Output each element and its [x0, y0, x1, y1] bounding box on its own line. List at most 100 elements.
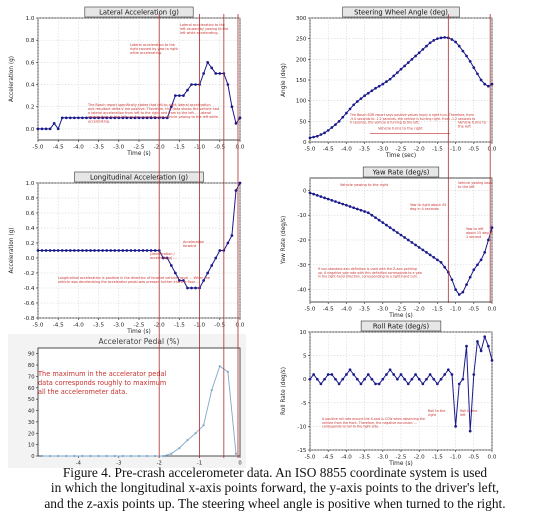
x-tick-label: -5.0: [305, 455, 316, 461]
y-tick-label: 0: [31, 454, 34, 460]
data-point: [129, 116, 133, 120]
chart-longitudinal: -5.0-4.5-4.0-3.5-3.0-2.5-2.0-1.5-1.0-0.5…: [9, 171, 245, 335]
data-point: [52, 249, 56, 252]
y-tick-label: 0.0: [26, 127, 35, 133]
data-point: [450, 278, 454, 282]
caption-line-3: and the z-axis points up. The steering w…: [44, 495, 506, 511]
y-tick-label: 50: [299, 119, 307, 125]
data-point: [60, 116, 64, 120]
data-point: [446, 368, 450, 372]
data-point: [432, 377, 436, 381]
x-tick-label: -4.5: [53, 323, 64, 329]
data-point: [319, 382, 323, 386]
data-point: [97, 454, 100, 458]
y-tick-label: 0.0: [26, 256, 35, 262]
data-point: [341, 202, 345, 206]
data-point: [202, 72, 205, 75]
data-point: [436, 258, 439, 262]
x-tick-label: -1.0: [450, 455, 461, 461]
x-tick-label: -1: [197, 461, 202, 467]
data-point: [117, 116, 121, 120]
x-tick-label: -4.0: [73, 323, 84, 329]
data-point: [355, 207, 359, 211]
annotation-pedal-line: data corresponds roughly to maximum: [38, 379, 166, 387]
data-point: [105, 116, 109, 120]
data-point: [49, 454, 52, 458]
x-tick-label: -2.0: [414, 455, 425, 461]
y-tick-label: 300: [296, 16, 307, 22]
data-point: [65, 454, 68, 458]
x-tick-label: -1.0: [450, 307, 461, 313]
x-tick-label: -2.5: [396, 307, 407, 313]
data-point: [385, 80, 388, 84]
data-point: [337, 201, 341, 205]
data-point: [450, 373, 454, 376]
data-point: [443, 36, 447, 39]
y-tick-label: -20: [297, 238, 307, 244]
data-point: [330, 373, 334, 376]
x-tick-label: -3.0: [377, 455, 388, 461]
data-point: [125, 249, 129, 252]
data-point: [169, 264, 173, 267]
data-point: [60, 249, 64, 252]
x-tick-label: -1.0: [450, 147, 461, 153]
data-point: [40, 454, 44, 458]
data-point: [374, 382, 377, 386]
data-point: [117, 249, 121, 252]
annotation-roll-left: Roll to the left: [460, 409, 477, 417]
data-point: [472, 268, 476, 272]
x-tick-label: -4.0: [341, 455, 352, 461]
data-point: [487, 344, 490, 348]
data-point: [479, 78, 483, 82]
data-point: [414, 243, 417, 247]
data-point: [388, 368, 392, 372]
y-tick-label: 0.4: [26, 226, 35, 232]
data-point: [186, 88, 189, 92]
data-point: [326, 197, 330, 201]
data-point: [226, 241, 230, 245]
data-point: [194, 83, 197, 86]
data-point: [226, 370, 229, 373]
data-point: [137, 249, 141, 252]
annotation-longitudinal-accel: Acceleration forward: [183, 240, 204, 248]
data-point: [218, 249, 222, 252]
x-tick-label: -2.0: [414, 147, 425, 153]
data-point: [194, 432, 197, 435]
x-tick-label: -0.5: [214, 323, 225, 329]
y-tick-label: 0.2: [26, 105, 35, 111]
y-tick-label: 0.6: [26, 211, 35, 217]
x-axis-label: Time (s): [388, 313, 413, 319]
x-tick-label: 0.0: [236, 323, 245, 329]
data-point: [77, 116, 80, 120]
data-point: [410, 57, 414, 61]
data-point: [345, 373, 348, 376]
data-point: [396, 231, 399, 234]
y-tick-label: -30: [297, 263, 307, 269]
data-point: [370, 213, 374, 217]
data-point: [457, 44, 461, 48]
data-point: [417, 246, 421, 249]
data-point: [457, 382, 461, 386]
data-point: [186, 286, 189, 290]
data-point: [439, 36, 443, 40]
x-tick-label: -5.0: [33, 323, 44, 329]
data-point: [403, 377, 406, 381]
y-tick-label: 0: [303, 377, 307, 383]
x-tick-label: -4.5: [323, 455, 334, 461]
caption-line-2: in which the longitudinal x-axis points …: [50, 480, 500, 496]
y-tick-label: 0.4: [26, 83, 35, 89]
data-point: [323, 131, 326, 135]
data-point: [334, 200, 337, 203]
chart-title: Roll Rate (deg/s): [373, 322, 430, 330]
data-point: [472, 373, 476, 376]
data-point: [153, 116, 157, 120]
x-tick-label: -2.5: [396, 147, 407, 153]
data-point: [234, 452, 238, 455]
chart-title: Yaw Rate (deg/s): [372, 168, 430, 176]
data-point: [308, 136, 312, 140]
annotation-yaw-main: If non-standard axis definition is used …: [318, 267, 422, 279]
data-point: [337, 119, 341, 123]
data-point: [414, 54, 417, 58]
y-tick-label: 150: [296, 78, 307, 84]
